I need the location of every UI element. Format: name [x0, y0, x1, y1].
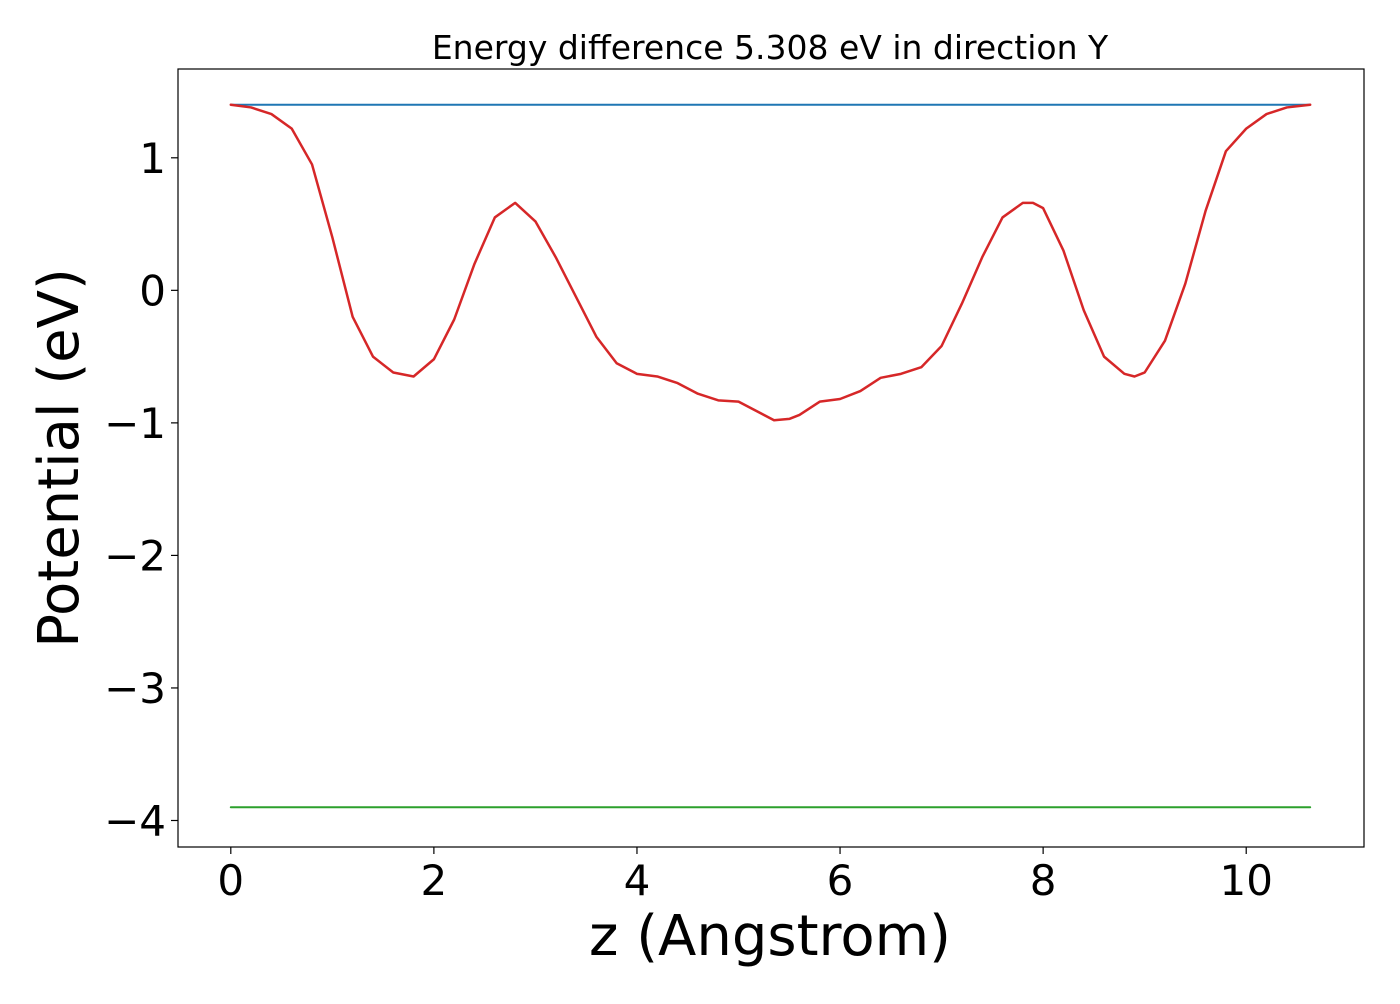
y-tick-label: −4 — [104, 796, 166, 845]
plot-frame — [177, 68, 1365, 848]
chart-title: Energy difference 5.308 eV in direction … — [432, 28, 1109, 67]
series-line-2 — [229, 103, 1312, 422]
x-axis-label: z (Angstrom) — [589, 904, 951, 969]
series-layer — [229, 103, 1312, 809]
x-axis-ticks: 0 2 4 6 8 10 — [217, 847, 1273, 905]
x-tick-label: 4 — [624, 856, 651, 905]
x-tick-label: 6 — [827, 856, 854, 905]
y-tick-label: 0 — [139, 266, 166, 315]
y-axis-label: Potential (eV) — [27, 268, 92, 648]
y-tick-label: −2 — [104, 531, 166, 580]
y-axis-ticks: −4 −3 −2 −1 0 1 — [104, 134, 178, 845]
y-tick-label: −3 — [104, 664, 166, 713]
x-tick-label: 0 — [217, 856, 244, 905]
y-tick-label: 1 — [139, 134, 166, 183]
y-tick-label: −1 — [104, 399, 166, 448]
x-tick-label: 8 — [1030, 856, 1057, 905]
x-tick-label: 10 — [1219, 856, 1272, 905]
x-tick-label: 2 — [421, 856, 448, 905]
